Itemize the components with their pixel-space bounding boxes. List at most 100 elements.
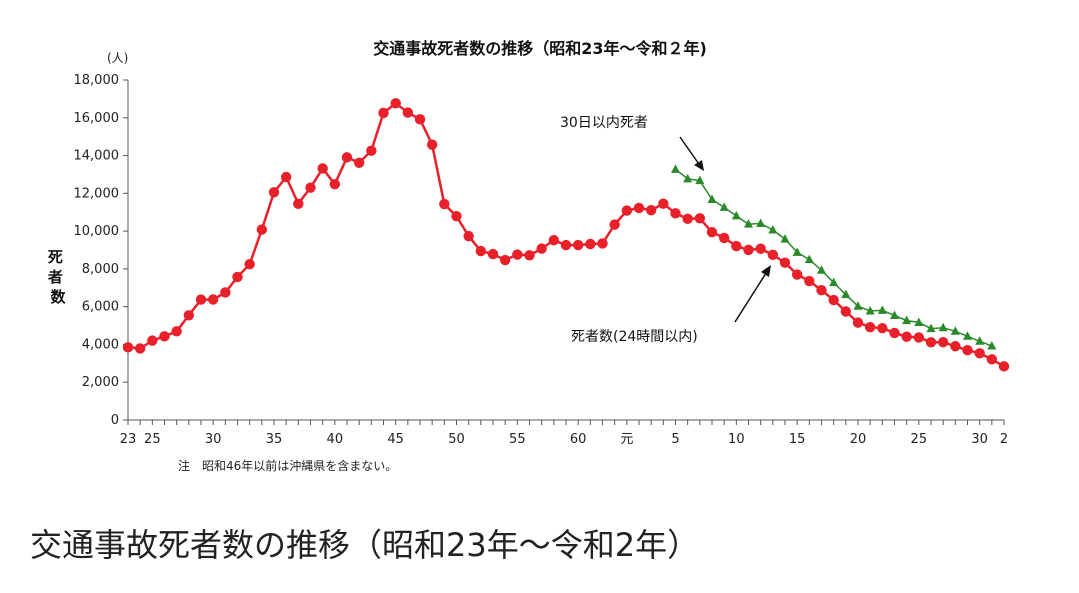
data-point [353,157,365,168]
y-ticks: 0 2,000 4,000 6,000 8,000 10,000 12,000 14,000 1… [74,73,128,428]
data-point [974,348,985,359]
data-point [147,335,158,346]
data-point [828,294,839,306]
data-point [658,198,669,209]
annotation-24h-arrow [734,269,769,323]
data-point [841,289,851,299]
data-point [256,224,268,235]
data-point [426,139,438,150]
annotation-30day: 30日以内死者 [560,115,704,171]
data-point [195,294,207,305]
data-point [633,202,645,214]
data-point [913,332,925,343]
data-point [756,218,766,227]
data-point [890,310,899,319]
data-point [597,238,608,249]
y-axis-label: 死 者 数 [48,248,68,306]
y-unit-label: (人) [107,51,128,65]
x-tick-label: 元 [620,432,633,447]
data-point [877,305,887,314]
data-point [293,198,304,210]
data-point [852,317,864,328]
series-line [675,168,993,347]
data-point [864,321,876,333]
data-point [950,341,961,352]
x-tick-label: 50 [448,432,465,447]
chart-note: 注 昭和46年以前は沖縄県を含まない。 [178,458,397,473]
annotation-30day-label: 30日以内死者 [560,115,648,131]
data-point [926,323,936,333]
x-tick-label: 2 [1000,432,1008,447]
data-point [937,337,949,348]
data-point [548,234,560,246]
annotation-30day-arrowhead [694,160,704,171]
data-point [706,227,718,238]
data-point [439,198,450,210]
data-point [950,326,960,335]
data-point [134,343,146,354]
data-point [743,244,754,256]
data-point [280,171,292,183]
data-point [817,265,826,274]
data-point [682,213,693,225]
data-point [670,208,681,219]
x-tick-label: 10 [728,432,745,447]
series-0 [122,98,1010,372]
data-point [707,194,717,203]
plot-area: 0 2,000 4,000 6,000 8,000 10,000 12,000 14,000 1… [74,73,1010,447]
data-point [901,331,912,342]
data-point [232,271,243,283]
data-point [512,249,523,260]
data-point [560,239,572,251]
x-tick-label: 30 [971,432,988,447]
x-tick-label: 15 [789,432,806,447]
data-point [122,342,134,353]
data-point [220,287,231,298]
data-point [621,205,633,216]
data-point [938,322,948,332]
data-point [683,173,693,183]
data-point [499,254,511,266]
annotation-24h-label: 死者数(24時間以内) [571,329,698,345]
data-point [962,345,973,356]
annotation-24h: 死者数(24時間以内) [571,265,771,345]
data-point [804,254,814,264]
data-point [244,259,255,270]
data-point [780,234,790,243]
x-tick-label: 25 [144,432,161,447]
x-tick-label: 23 [120,432,137,447]
data-point [755,243,766,254]
x-ticks: 23 25 30 35 40 45 50 55 60 元 5 10 15 20 25 30 2 [120,420,1008,447]
data-point [731,240,742,252]
data-point [524,250,535,261]
x-tick-label: 5 [671,432,679,447]
y-tick-label: 14,000 [74,149,120,164]
y-tick-label: 18,000 [74,73,120,88]
y-axis-label-char: 者 [48,268,63,286]
data-point [366,145,377,156]
data-point [768,224,778,234]
data-point [719,202,729,211]
data-point [804,275,815,287]
data-point [341,152,353,163]
data-point [829,277,839,287]
data-point [718,232,730,244]
y-axis-label-char: 数 [50,288,66,306]
data-point [536,243,547,254]
data-point [317,163,328,174]
data-point [645,204,657,216]
data-point [268,187,280,198]
data-point [463,230,474,242]
data-point [914,317,924,326]
page-caption: 交通事故死者数の推移（昭和23年～令和2年） [30,526,700,564]
x-tick-label: 40 [327,432,344,447]
data-point [475,245,487,257]
data-point [487,248,499,260]
x-tick-label: 25 [911,432,928,447]
data-point [390,98,401,109]
data-point [451,210,462,222]
chart-title: 交通事故死者数の推移（昭和23年～令和２年) [373,39,707,58]
y-tick-label: 16,000 [74,111,120,126]
data-point [402,107,414,118]
y-tick-label: 8,000 [82,262,119,277]
